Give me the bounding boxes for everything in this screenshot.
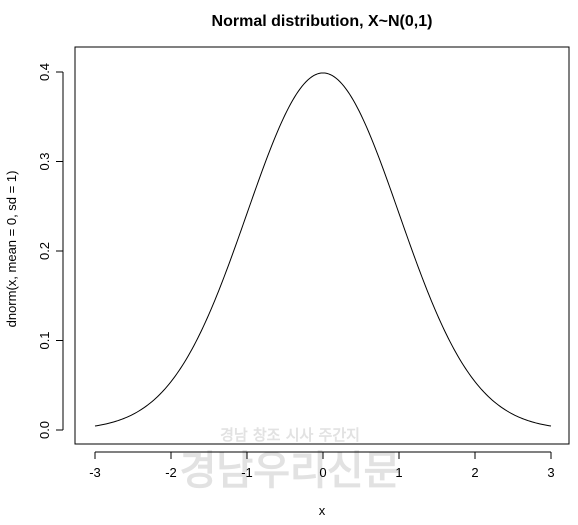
x-tick-label: 3 — [547, 465, 554, 480]
y-tick-label: 0.0 — [37, 421, 52, 439]
y-tick-label: 0.3 — [37, 152, 52, 170]
watermark-line1: 경남 창조 시사 주간지 — [220, 426, 360, 444]
watermark: 경남 창조 시사 주간지 경남우리신문 — [180, 426, 401, 494]
y-axis-label: dnorm(x, mean = 0, sd = 1) — [4, 171, 19, 328]
x-axis-label: x — [319, 503, 326, 518]
chart-title: Normal distribution, X~N(0,1) — [212, 13, 433, 30]
y-axis: 0.0 0.1 0.2 0.3 0.4 — [37, 63, 64, 439]
x-tick-label: 0 — [319, 465, 326, 480]
x-tick-label: 1 — [395, 465, 402, 480]
plot-frame — [74, 46, 570, 445]
watermark-line2: 경남우리신문 — [180, 448, 401, 494]
x-tick-label: -3 — [89, 465, 101, 480]
x-tick-label: 2 — [471, 465, 478, 480]
x-tick-label: -1 — [241, 465, 253, 480]
density-curve — [94, 72, 552, 427]
y-tick-label: 0.4 — [37, 63, 52, 81]
x-axis: -3 -2 -1 0 1 2 3 — [89, 451, 555, 480]
x-tick-label: -2 — [165, 465, 177, 480]
y-tick-label: 0.1 — [37, 331, 52, 349]
y-tick-label: 0.2 — [37, 242, 52, 260]
